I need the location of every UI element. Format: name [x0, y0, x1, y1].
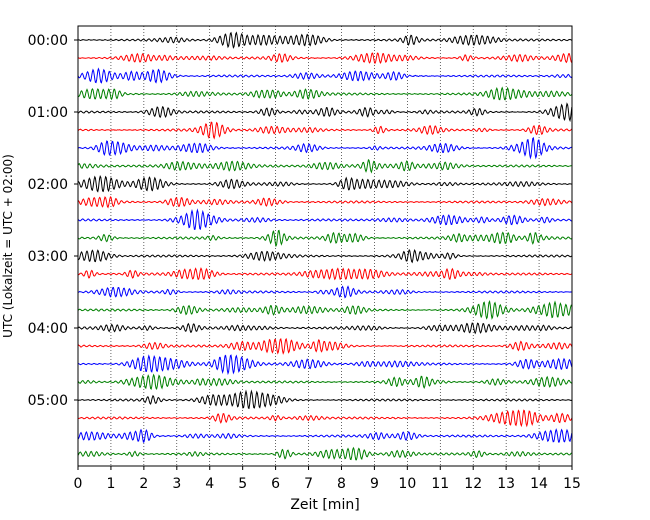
- x-tick-label: 7: [304, 476, 313, 492]
- trace-line: [77, 389, 573, 410]
- trace-line: [77, 175, 572, 193]
- trace-line: [77, 86, 573, 101]
- x-axis-label: Zeit [min]: [290, 497, 359, 513]
- seismic-traces: [77, 31, 573, 461]
- x-tick-label: 15: [563, 476, 581, 492]
- x-tick-label: 11: [431, 476, 449, 492]
- x-tick-label: 4: [205, 476, 214, 492]
- x-tick-label: 3: [172, 476, 181, 492]
- x-tick-label: 0: [74, 476, 83, 492]
- trace-line: [77, 248, 572, 264]
- trace-line: [77, 137, 572, 160]
- y-axis-label: UTC (Lokalzeit = UTC + 02:00): [1, 154, 15, 338]
- trace-line: [77, 121, 573, 140]
- y-tick-label: 00:00: [28, 33, 68, 49]
- trace-line: [77, 267, 573, 281]
- plot-frame: [77, 25, 573, 467]
- trace-line: [77, 300, 573, 320]
- y-tick-label: 02:00: [28, 177, 68, 193]
- x-tick-label: 9: [370, 476, 379, 492]
- x-tick-label: 12: [464, 476, 482, 492]
- trace-line: [77, 446, 572, 461]
- trace-line: [77, 285, 572, 299]
- trace-line: [77, 158, 572, 174]
- x-tick-label: 2: [139, 476, 148, 492]
- x-tick-label: 14: [530, 476, 548, 492]
- x-tick-label: 1: [106, 476, 115, 492]
- trace-line: [77, 354, 573, 376]
- y-tick-label: 03:00: [28, 249, 68, 265]
- trace-line: [77, 102, 573, 123]
- y-tick-label: 04:00: [28, 321, 68, 337]
- x-tick-label: 6: [271, 476, 280, 492]
- x-axis-ticks: 0 1 2 3 4 5 6 7 8 9 10 11 12 13 14 15: [74, 466, 581, 492]
- x-tick-label: 5: [238, 476, 247, 492]
- trace-line: [77, 67, 573, 84]
- x-tick-label: 13: [497, 476, 515, 492]
- trace-line: [77, 428, 573, 443]
- trace-line: [77, 52, 573, 65]
- trace-line: [77, 196, 573, 209]
- x-tick-label: 8: [337, 476, 346, 492]
- trace-line: [77, 337, 573, 355]
- trace-line: [77, 373, 572, 391]
- x-tick-label: 10: [398, 476, 416, 492]
- minute-grid-lines: [110, 26, 540, 466]
- trace-line: [77, 208, 572, 231]
- y-axis-ticks: 00:00 01:00 02:00 03:00 04:00 05:00: [28, 33, 78, 409]
- y-tick-label: 01:00: [28, 105, 68, 121]
- y-tick-label: 05:00: [28, 393, 68, 409]
- trace-line: [77, 322, 573, 335]
- trace-line: [77, 229, 573, 248]
- trace-line: [77, 409, 573, 428]
- trace-line: [77, 31, 572, 49]
